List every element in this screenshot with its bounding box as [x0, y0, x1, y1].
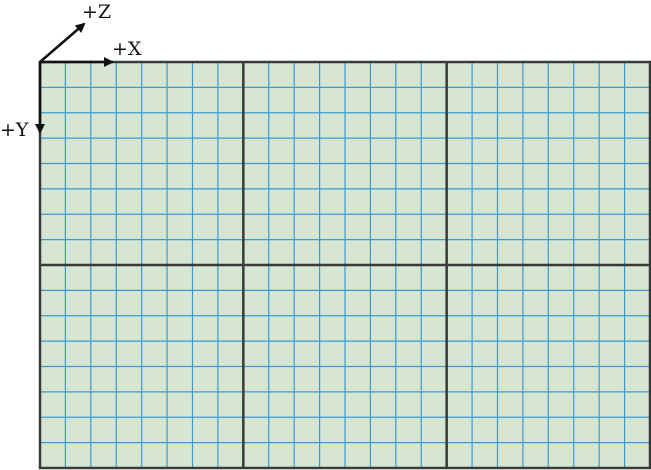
x-axis-label: +X	[112, 38, 142, 60]
y-axis-label: +Y	[0, 119, 29, 141]
grid-border	[38, 60, 651, 470]
z-axis-label: +Z	[82, 1, 111, 23]
major-grid-lines	[40, 62, 650, 468]
z-axis-arrow	[39, 22, 86, 63]
